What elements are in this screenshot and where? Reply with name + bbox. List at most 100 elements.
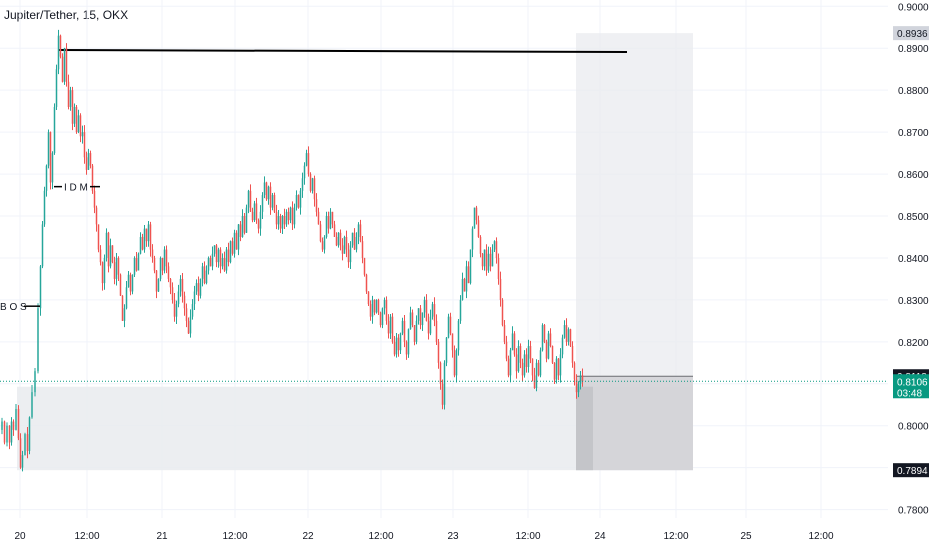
candle-body bbox=[94, 191, 96, 208]
candle-body bbox=[13, 422, 15, 430]
candle-body bbox=[390, 317, 392, 334]
candle-body bbox=[352, 233, 354, 246]
candle-body bbox=[480, 237, 482, 254]
candle-body bbox=[450, 317, 452, 334]
candle-body bbox=[372, 300, 374, 317]
candle-body bbox=[246, 208, 248, 233]
candle-body bbox=[46, 166, 48, 191]
candle-body bbox=[504, 325, 506, 342]
candle-body bbox=[182, 279, 184, 296]
candle-body bbox=[4, 422, 6, 443]
candle-body bbox=[318, 212, 320, 225]
candle-body bbox=[154, 258, 156, 271]
candle-body bbox=[264, 182, 266, 195]
candle-body bbox=[514, 333, 516, 354]
candle-body bbox=[440, 363, 442, 384]
candle-body bbox=[56, 69, 58, 107]
candle-body bbox=[164, 250, 166, 271]
candle-body bbox=[424, 300, 426, 313]
candle-body bbox=[40, 266, 42, 308]
candle-body bbox=[344, 237, 346, 254]
candle-body bbox=[496, 241, 498, 258]
candle-body bbox=[230, 241, 232, 262]
candle-body bbox=[560, 354, 562, 375]
candle-body bbox=[490, 254, 492, 267]
candle-body bbox=[252, 212, 254, 220]
idm-label: I D M bbox=[64, 183, 88, 194]
candle-body bbox=[436, 321, 438, 342]
candle-body bbox=[156, 271, 158, 292]
candle-body bbox=[11, 422, 13, 443]
candle-body bbox=[236, 233, 238, 250]
candle-body bbox=[566, 325, 568, 342]
y-tick-label: 0.8300 bbox=[898, 296, 929, 307]
candle-body bbox=[254, 203, 256, 220]
candle-body bbox=[108, 233, 110, 267]
candle-body bbox=[142, 237, 144, 250]
candle-body bbox=[124, 308, 126, 321]
candle-body bbox=[320, 224, 322, 241]
candle-body bbox=[494, 241, 496, 249]
candle-body bbox=[232, 241, 234, 254]
candle-body bbox=[354, 233, 356, 250]
candle-body bbox=[460, 300, 462, 321]
x-tick-label: 22 bbox=[302, 531, 314, 542]
candle-body bbox=[284, 216, 286, 224]
y-tick-label: 0.8600 bbox=[898, 170, 929, 181]
candle-body bbox=[306, 153, 308, 166]
candle-body bbox=[282, 216, 284, 229]
x-tick-label: 21 bbox=[156, 531, 168, 542]
candle-body bbox=[542, 325, 544, 350]
price-label: 0.8936 bbox=[897, 29, 928, 40]
candle-body bbox=[206, 271, 208, 284]
candle-body bbox=[572, 346, 574, 363]
candle-body bbox=[360, 224, 362, 241]
candle-body bbox=[228, 250, 230, 263]
candle-body bbox=[31, 392, 33, 417]
candle-body bbox=[220, 250, 222, 267]
candle-body bbox=[478, 220, 480, 237]
candle-body bbox=[410, 312, 412, 329]
y-tick-label: 0.8800 bbox=[898, 86, 929, 97]
candle-body bbox=[444, 363, 446, 405]
candle-body bbox=[472, 229, 474, 250]
candle-body bbox=[86, 157, 88, 170]
candle-body bbox=[288, 212, 290, 220]
candle-body bbox=[502, 300, 504, 325]
candle-body bbox=[296, 195, 298, 208]
candle-body bbox=[492, 250, 494, 267]
candle-body bbox=[338, 233, 340, 246]
candle-body bbox=[238, 224, 240, 249]
candle-body bbox=[538, 363, 540, 376]
candle-body bbox=[342, 245, 344, 253]
candle-body bbox=[400, 333, 402, 350]
candle-body bbox=[322, 241, 324, 249]
candle-body bbox=[44, 191, 46, 225]
candle-body bbox=[268, 187, 270, 200]
candle-body bbox=[540, 350, 542, 375]
candle-body bbox=[1, 422, 3, 430]
candle-body bbox=[224, 258, 226, 271]
candle-body bbox=[526, 354, 528, 367]
candle-body bbox=[64, 48, 66, 82]
candle-body bbox=[68, 82, 70, 107]
candle-body bbox=[118, 258, 120, 275]
candle-body bbox=[298, 195, 300, 208]
candle-body bbox=[470, 250, 472, 284]
candle-body bbox=[72, 90, 74, 124]
candle-body bbox=[174, 300, 176, 317]
candle-body bbox=[474, 208, 476, 229]
candle-body bbox=[552, 346, 554, 363]
candle-body bbox=[484, 250, 486, 267]
candle-body bbox=[368, 292, 370, 305]
candle-body bbox=[580, 375, 582, 383]
candle-body bbox=[302, 178, 304, 191]
candle-body bbox=[66, 48, 68, 82]
candle-body bbox=[488, 254, 490, 271]
candle-body bbox=[316, 199, 318, 212]
position-zone bbox=[576, 376, 693, 470]
candle-body bbox=[420, 308, 422, 325]
candle-body bbox=[146, 229, 148, 242]
candle-body bbox=[226, 250, 228, 271]
